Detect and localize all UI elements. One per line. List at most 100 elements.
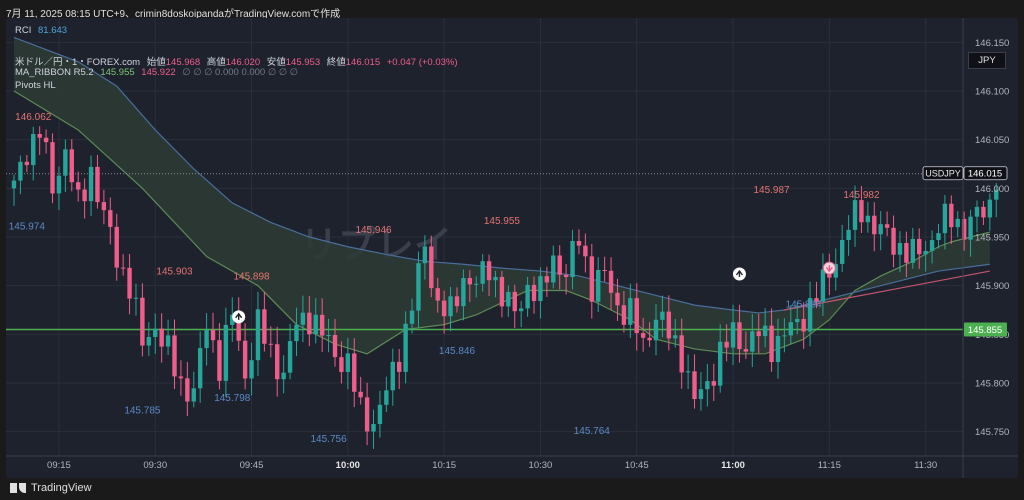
candle-body	[865, 215, 871, 223]
time-tick-label: 09:45	[240, 460, 264, 471]
candle-body	[474, 283, 479, 285]
open-value: 145.968	[165, 57, 201, 68]
time-tick-label: 09:15	[47, 460, 71, 471]
price-tick-label: 145.900	[975, 281, 1009, 292]
candle-body	[31, 133, 36, 166]
change-value: +0.047 (+0.03%)	[386, 57, 458, 68]
candle-body	[884, 224, 890, 228]
candle-body	[852, 200, 858, 230]
candle-body	[172, 335, 177, 377]
candle-body	[133, 297, 139, 299]
candle-body	[846, 229, 851, 240]
rci-legend[interactable]: RCI 81.643	[15, 25, 71, 36]
open-label: 始値	[146, 57, 166, 68]
candle-body	[525, 284, 530, 309]
level-price-label: 145.855	[968, 325, 1002, 336]
candle-body	[994, 189, 999, 200]
candle-body	[506, 291, 511, 307]
rci-value: 81.643	[38, 25, 68, 36]
candle-body	[127, 267, 132, 299]
candle-body	[422, 246, 428, 264]
ribbon-value-2: 145.922	[141, 67, 176, 78]
candle-body	[570, 240, 575, 278]
candle-body	[275, 344, 280, 380]
candle-body	[692, 371, 697, 400]
candle-body	[743, 349, 749, 352]
candle-body	[153, 328, 158, 337]
candle-body	[563, 274, 569, 278]
pivot-high-label: 145.982	[843, 190, 880, 201]
candle-body	[679, 335, 684, 373]
candle-body	[589, 256, 594, 302]
candle-body	[602, 270, 607, 272]
candle-body	[666, 311, 672, 339]
candle-body	[775, 336, 781, 363]
tradingview-footer: TradingView	[10, 482, 92, 494]
candle-body	[891, 227, 896, 255]
candle-body	[551, 255, 556, 283]
candle-body	[454, 296, 460, 307]
candle-body	[441, 300, 447, 317]
candle-body	[974, 206, 980, 217]
candle-body	[242, 340, 248, 379]
candle-body	[76, 182, 81, 190]
candle-body	[820, 269, 826, 302]
candle-body	[448, 296, 453, 317]
candle-body	[647, 337, 652, 341]
close-label: 終値	[326, 57, 346, 68]
signal-arrow	[235, 312, 243, 320]
time-tick-label: 10:30	[529, 460, 553, 471]
candle-body	[583, 245, 588, 257]
candle-body	[987, 199, 993, 218]
pivots-name: Pivots HL	[15, 80, 56, 91]
pivot-high-label: 145.898	[233, 272, 270, 283]
candle-body	[101, 202, 107, 211]
candle-body	[159, 328, 164, 347]
symbol-legend[interactable]: 米ドル／円・1・FOREX.com 始値145.968 高値146.020 安値…	[15, 54, 462, 68]
pivot-high-label: 145.903	[156, 267, 193, 278]
low-value: 145.953	[285, 57, 321, 68]
price-tick-label: 145.800	[975, 379, 1009, 390]
time-tick-label: 11:30	[914, 460, 937, 471]
candle-body	[493, 276, 498, 281]
candle-body	[705, 381, 710, 390]
candle-body	[230, 314, 235, 325]
pivots-legend[interactable]: Pivots HL	[15, 80, 60, 91]
candle-body	[429, 246, 434, 289]
candle-body	[615, 292, 620, 306]
candle-body	[50, 142, 55, 194]
candle-body	[910, 238, 915, 263]
pivot-low-label: 145.798	[214, 393, 251, 404]
candle-body	[538, 276, 543, 302]
ribbon-legend[interactable]: MA_RIBBON R5.2 145.955 145.922 ∅ ∅ ∅ 0.0…	[15, 67, 302, 78]
candle-body	[718, 341, 723, 386]
buy-signal-icon	[232, 310, 246, 324]
currency-button[interactable]: JPY	[968, 52, 1006, 69]
candle-body	[698, 389, 704, 400]
pivot-low-label: 145.974	[9, 222, 46, 233]
chart-panel[interactable]: リプレイ 146.062 145.903 145.898 145.946 145.955…	[6, 18, 1018, 478]
candle-body	[685, 371, 691, 373]
buy-signal-icon	[732, 267, 746, 281]
price-tick-label: 146.100	[975, 87, 1009, 98]
candle-body	[634, 298, 639, 334]
candle-body	[37, 133, 42, 138]
candle-body	[608, 270, 614, 293]
candle-body	[711, 381, 716, 386]
tradingview-logo-icon	[10, 483, 26, 493]
pivot-low-label: 145.785	[124, 406, 161, 417]
candle-body	[807, 298, 813, 332]
candle-body	[628, 298, 633, 325]
candle-body	[621, 305, 627, 325]
candle-body	[223, 324, 229, 381]
tradingview-brand: TradingView	[31, 482, 92, 494]
candle-body	[769, 325, 774, 363]
candle-body	[839, 239, 845, 264]
candle-body	[364, 397, 370, 432]
pivot-high-label: 145.946	[355, 225, 392, 236]
ribbon-name: MA_RIBBON R5.2	[15, 67, 94, 78]
candle-body	[750, 331, 755, 352]
candle-body	[397, 361, 402, 372]
